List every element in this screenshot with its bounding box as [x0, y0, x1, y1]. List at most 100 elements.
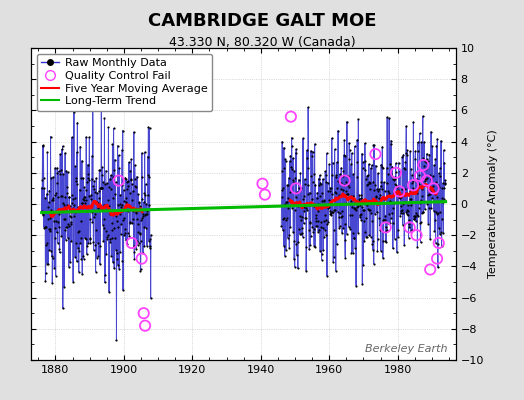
Point	[294, 176, 303, 183]
Point	[41, 224, 49, 230]
Point	[394, 226, 402, 233]
Point	[52, 190, 60, 196]
Point	[362, 176, 370, 182]
Point	[408, 180, 417, 186]
Point	[369, 179, 377, 186]
Point	[337, 164, 345, 171]
Point	[52, 229, 61, 236]
Point	[332, 190, 340, 196]
Point	[94, 205, 102, 211]
Point	[116, 192, 124, 198]
Point	[64, 220, 72, 227]
Point	[380, 217, 388, 223]
Point	[73, 119, 82, 126]
Point	[337, 214, 346, 220]
Point	[101, 181, 109, 187]
Point	[421, 175, 429, 182]
Point	[278, 138, 286, 145]
Point	[97, 185, 105, 192]
Point	[368, 218, 376, 224]
Point	[398, 154, 407, 160]
Point	[69, 204, 78, 211]
Point	[366, 234, 375, 240]
Point	[393, 184, 401, 190]
Point	[298, 214, 307, 220]
Point	[108, 194, 117, 201]
Point	[322, 172, 330, 178]
Point	[81, 235, 89, 241]
Point	[386, 161, 394, 168]
Point	[68, 196, 77, 202]
Point	[390, 189, 398, 196]
Point	[329, 209, 337, 215]
Point	[145, 238, 153, 244]
Point	[430, 207, 438, 214]
Point	[310, 242, 318, 249]
Point	[78, 158, 86, 164]
Point	[314, 228, 322, 235]
Point	[125, 203, 133, 210]
Point	[289, 229, 298, 235]
Point	[409, 185, 417, 192]
Point	[359, 206, 368, 213]
Point	[392, 169, 400, 175]
Point	[119, 216, 127, 223]
Point	[407, 202, 416, 208]
Point	[350, 235, 358, 241]
Point	[84, 240, 92, 246]
Point	[401, 166, 409, 172]
Point	[82, 134, 91, 140]
Point	[397, 203, 406, 210]
Point	[381, 212, 389, 219]
Point	[103, 234, 112, 240]
Point	[359, 159, 367, 166]
Point	[55, 246, 63, 252]
Point	[325, 161, 333, 167]
Point	[422, 178, 431, 184]
Point	[433, 256, 441, 262]
Point	[61, 150, 69, 156]
Point	[383, 180, 391, 186]
Point	[335, 222, 344, 229]
Point	[385, 190, 393, 196]
Point	[315, 227, 323, 234]
Point	[321, 217, 330, 223]
Point	[54, 168, 63, 174]
Point	[85, 134, 94, 140]
Point	[65, 194, 73, 200]
Point	[121, 174, 129, 181]
Point	[108, 226, 116, 233]
Point	[330, 254, 338, 260]
Point	[56, 151, 64, 157]
Point	[335, 214, 343, 220]
Point	[292, 240, 301, 247]
Point	[113, 249, 121, 256]
Point	[46, 133, 54, 140]
Point	[282, 199, 291, 205]
Point	[99, 179, 107, 185]
Point	[146, 245, 154, 251]
Point	[115, 165, 124, 172]
Point	[68, 192, 76, 199]
Point	[328, 209, 336, 215]
Point	[105, 289, 113, 295]
Point	[377, 186, 386, 192]
Point	[102, 207, 111, 214]
Point	[422, 158, 430, 165]
Point	[108, 141, 117, 148]
Point	[52, 218, 60, 224]
Point	[62, 224, 71, 230]
Point	[409, 178, 417, 184]
Point	[434, 182, 442, 188]
Point	[121, 230, 129, 236]
Point	[328, 172, 336, 178]
Point	[57, 208, 65, 214]
Point	[438, 216, 446, 222]
Point	[308, 224, 316, 230]
Point	[388, 173, 396, 180]
Point	[86, 239, 94, 246]
Point	[143, 242, 151, 249]
Point	[69, 278, 77, 285]
Point	[278, 186, 286, 193]
Point	[352, 199, 361, 206]
